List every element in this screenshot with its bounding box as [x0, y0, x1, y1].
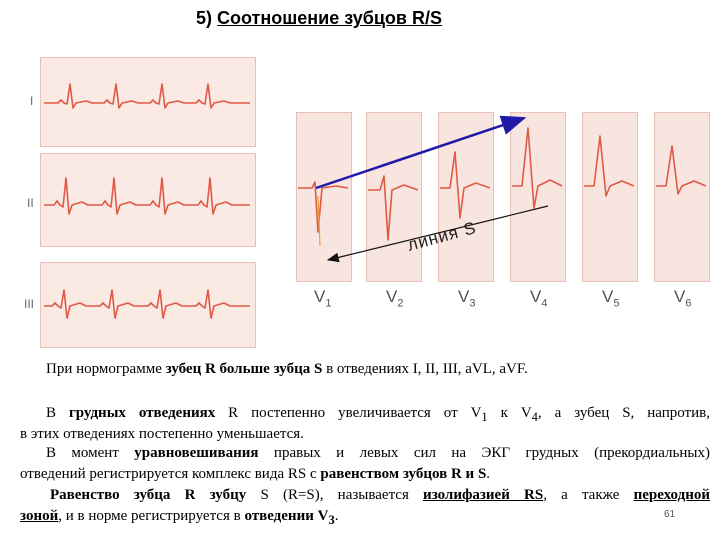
- ecg-panel-v2: [366, 112, 422, 282]
- lead-label-v3: V3: [458, 287, 476, 310]
- page-number: 61: [664, 509, 676, 520]
- ecg-panel-v3: [438, 112, 494, 282]
- lead-label-v1: V1: [314, 287, 332, 310]
- paragraph-chest-leads-line1: В грудных отведениях R постепенно увелич…: [46, 405, 710, 424]
- lead-label-iii: III: [24, 297, 35, 311]
- slide-title-text: Соотношение зубцов R/S: [217, 8, 442, 28]
- slide-title: 5) Соотношение зубцов R/S: [196, 8, 442, 28]
- paragraph-balance-line1: В момент уравновешивания правых и левых …: [46, 445, 710, 461]
- paragraph-isophase-line1: Равенство зубца R зубцу S (R=S), называе…: [50, 487, 710, 503]
- lead-label-v6: V6: [674, 287, 692, 310]
- ecg-strip-lead-ii: [40, 153, 256, 247]
- lead-label-ii: II: [27, 196, 34, 210]
- paragraph-isophase-line2: зоной, и в норме регистрируется в отведе…: [20, 508, 339, 527]
- ecg-panel-v4: [510, 112, 566, 282]
- paragraph-chest-leads-line2: в этих отведениях постепенно уменьшается…: [20, 426, 304, 442]
- ecg-panel-v6: [654, 112, 710, 282]
- ecg-panel-v5: [582, 112, 638, 282]
- paragraph-normogram: При нормограмме зубец R больше зубца S в…: [46, 361, 528, 377]
- lead-label-v4: V4: [530, 287, 548, 310]
- lead-label-v2: V2: [386, 287, 404, 310]
- lead-label-i: I: [30, 94, 34, 108]
- lead-label-v5: V5: [602, 287, 620, 310]
- paragraph-balance-line2: отведений регистрируется комплекс вида R…: [20, 466, 491, 482]
- ecg-panel-v1: [296, 112, 352, 282]
